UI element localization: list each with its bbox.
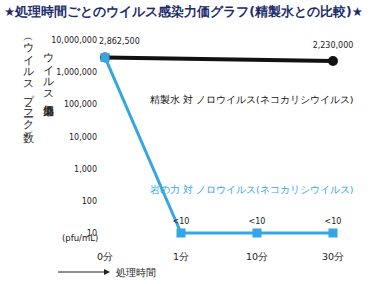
title: ★処理時間ごとのウイルス感染力価グラフ(精製水との比較)★ <box>4 4 363 19</box>
y-tick <box>98 200 100 201</box>
x-label: 処理時間 <box>116 267 156 278</box>
y-tick <box>98 104 100 105</box>
point <box>328 56 338 66</box>
data-label: <10 <box>249 217 266 226</box>
point <box>253 229 262 238</box>
point <box>329 229 338 238</box>
y-label: ウイルス感染力価 <box>42 44 55 117</box>
x-tick-label: 0分 <box>97 251 113 262</box>
y-tick-label: 100,000 <box>64 100 97 109</box>
x-tick-label: 1分 <box>173 251 189 262</box>
point <box>100 52 110 62</box>
y-tick-label: 10,000,000 <box>51 36 97 45</box>
y-tick-label: 100 <box>82 197 97 206</box>
y-tick <box>98 72 100 73</box>
point <box>101 53 110 62</box>
y-tick-label: 10 <box>87 229 97 238</box>
series-line <box>105 57 333 60</box>
labels: 2,862,500 2,230,000 精製水 対 ノロウイルス(ネコカリシウイルス… <box>99 37 353 226</box>
y-tick-label: 1,000,000 <box>56 68 97 77</box>
series-name: 岩の力 対 ノロウイルス(ネコカリシウイルス) <box>150 184 353 195</box>
data-label: <10 <box>173 217 190 226</box>
x-tick-label: 10分 <box>246 251 268 262</box>
data-label: <10 <box>325 217 342 226</box>
series-name: 精製水 対 ノロウイルス(ネコカリシウイルス) <box>150 94 353 105</box>
y-tick <box>98 168 100 169</box>
y-tick <box>98 233 100 234</box>
data-label: 2,862,500 <box>99 37 140 46</box>
point <box>177 229 186 238</box>
data-label: 2,230,000 <box>313 41 354 50</box>
chart: ★処理時間ごとのウイルス感染力価グラフ(精製水との比較)★ ウイルス感染力価 （ウイ… <box>0 0 385 284</box>
y-tick <box>98 136 100 137</box>
y-tick-label: 1,000 <box>74 165 97 174</box>
x-arrow-head <box>104 269 110 275</box>
x-arrow <box>58 272 104 273</box>
plot-area <box>100 52 338 237</box>
y-label-sub: （ウイルスプラーク数） <box>22 34 35 144</box>
y-tick-label: 10,000 <box>69 133 97 142</box>
series-line <box>105 57 333 233</box>
x-tick-label: 30分 <box>322 251 344 262</box>
